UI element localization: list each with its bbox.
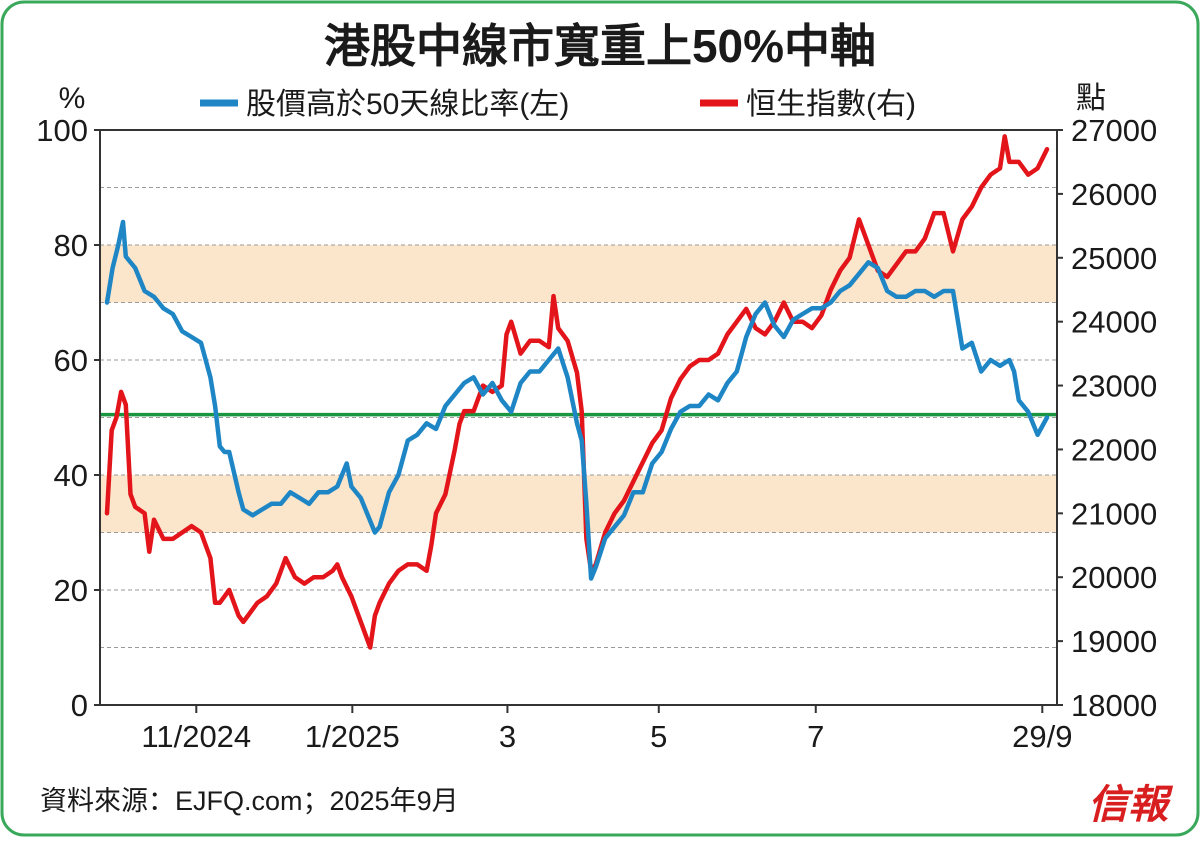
source-note: 資料來源：EJFQ.com；2025年9月: [40, 786, 459, 816]
x-axis-ticks: 11/2024 1/2025 3 5 7 29/9: [141, 705, 1072, 754]
right-tick-label: 26000: [1071, 177, 1157, 212]
left-tick-label: 80: [54, 228, 88, 263]
left-tick-label: 60: [54, 343, 88, 378]
right-tick-label: 20000: [1071, 560, 1157, 595]
left-tick-label: 20: [54, 573, 88, 608]
x-tick-label: 29/9: [1012, 719, 1072, 754]
right-tick-label: 22000: [1071, 432, 1157, 467]
x-tick-label: 7: [807, 719, 824, 754]
legend-label-hsi: 恒生指數(右): [746, 88, 916, 121]
right-tick-label: 24000: [1071, 305, 1157, 340]
shaded-band-1: [100, 245, 1057, 303]
right-axis-unit: 點: [1076, 82, 1106, 115]
shaded-bands: [100, 245, 1057, 533]
left-axis-unit: %: [59, 82, 86, 115]
left-tick-label: 40: [54, 458, 88, 493]
shaded-band-0: [100, 475, 1057, 533]
series-lines: [104, 134, 1050, 650]
series-line-breadth: [104, 219, 1050, 581]
legend: 股價高於50天線比率(左) 恒生指數(右): [200, 88, 916, 121]
right-axis-ticks: 18000 19000 20000 21000 22000 23000 24000 25000…: [1057, 113, 1157, 723]
right-tick-label: 19000: [1071, 624, 1157, 659]
left-tick-label: 0: [71, 688, 88, 723]
left-tick-label: 100: [36, 113, 88, 148]
right-tick-label: 27000: [1071, 113, 1157, 148]
left-axis-ticks: 0 20 40 60 80 100: [36, 113, 100, 723]
right-tick-label: 25000: [1071, 241, 1157, 276]
publisher-logo: 信報: [1088, 783, 1174, 827]
series-line-hsi: [104, 134, 1050, 650]
chart-title: 港股中線市寬重上50%中軸: [324, 20, 876, 72]
right-tick-label: 18000: [1071, 688, 1157, 723]
plot-area: [99, 129, 1058, 706]
x-tick-label: 5: [650, 719, 667, 754]
x-tick-label: 3: [499, 719, 516, 754]
right-tick-label: 21000: [1071, 496, 1157, 531]
legend-label-breadth: 股價高於50天線比率(左): [246, 88, 569, 121]
right-tick-label: 23000: [1071, 369, 1157, 404]
gridlines: [100, 187, 1057, 648]
x-tick-label: 1/2025: [305, 719, 400, 754]
x-tick-label: 11/2024: [141, 719, 251, 754]
